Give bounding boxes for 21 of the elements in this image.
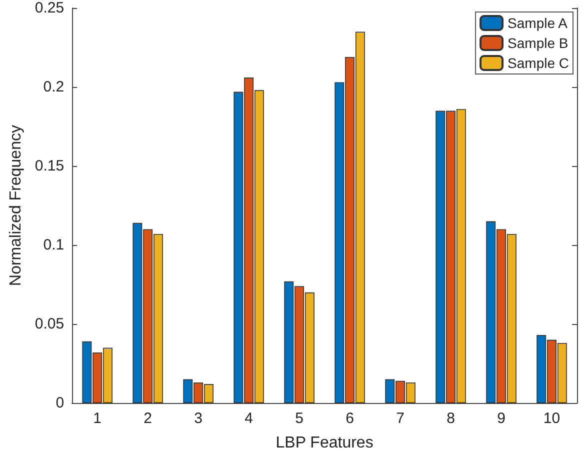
x-tick-label: 10 [543,410,560,427]
y-tick-label: 0 [56,394,64,412]
x-tick-label: 8 [446,410,455,427]
legend-label: Sample A [508,15,568,31]
x-tick-label: 3 [194,410,202,427]
y-tick-label: 0.1 [43,236,64,254]
legend-label: Sample C [508,55,569,71]
y-tick-label: 0.2 [43,78,64,96]
y-tick-label: 0.25 [34,0,64,16]
legend-label: Sample B [508,35,568,51]
x-axis-title: LBP Features [276,434,374,452]
y-axis-title: Normalized Frequency [8,125,24,286]
x-tick-label: 1 [93,410,102,427]
y-tick-label: 0.15 [34,158,64,174]
x-tick-label: 6 [346,410,354,427]
y-tick-label: 0.05 [34,316,64,332]
x-tick-label: 7 [396,410,404,427]
x-tick-label: 4 [244,410,253,427]
x-tick-label: 5 [295,410,304,427]
x-tick-label: 9 [497,410,506,427]
x-tick-label: 2 [144,410,152,427]
